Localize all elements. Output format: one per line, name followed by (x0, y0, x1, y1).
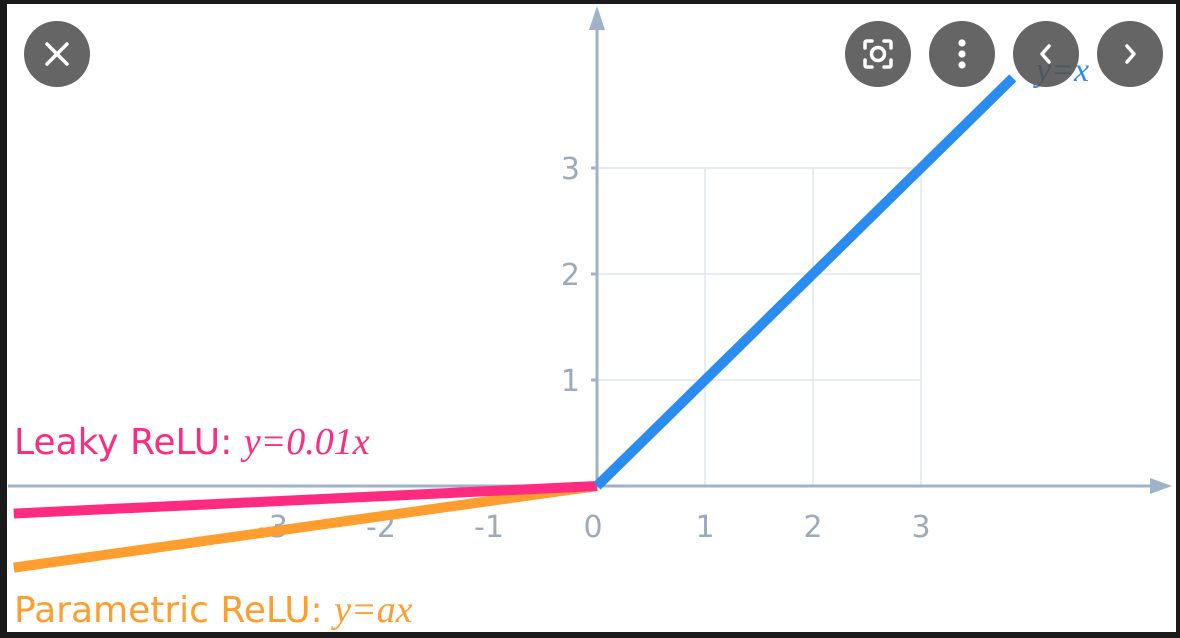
y-axis-arrow (589, 6, 605, 30)
chevron-left-icon (1040, 44, 1051, 64)
identity-line (593, 74, 1017, 490)
parametric-relu-line (13, 481, 598, 573)
x-tick-label: -1 (474, 510, 504, 545)
viewer-frame-right (1176, 0, 1180, 638)
parametric-relu-equation: y=ax (334, 589, 413, 631)
close-button[interactable] (24, 21, 90, 87)
x-tick-label: 2 (803, 510, 822, 545)
close-icon (45, 42, 69, 66)
parametric-relu-label: Parametric ReLU: y=ax (14, 588, 413, 632)
chevron-right-icon (1125, 44, 1136, 64)
y-tick-label: 3 (561, 152, 580, 187)
x-axis-arrow (1150, 478, 1172, 494)
next-button[interactable] (1097, 21, 1163, 87)
x-tick-label: 3 (911, 510, 930, 545)
y-tick-label: 2 (561, 258, 580, 293)
leaky-relu-line (13, 481, 598, 519)
leaky-relu-name: Leaky ReLU: (14, 422, 244, 463)
more-vert-icon (958, 39, 966, 69)
y-tick-label: 1 (561, 364, 580, 399)
parametric-relu-name: Parametric ReLU: (14, 590, 335, 631)
visual-search-button[interactable] (845, 21, 911, 87)
lens-icon (863, 39, 893, 69)
x-tick-label: 0 (583, 510, 602, 545)
leaky-relu-equation: y=0.01x (243, 421, 370, 463)
more-options-button[interactable] (929, 21, 995, 87)
previous-button[interactable] (1013, 21, 1079, 87)
leaky-relu-label: Leaky ReLU: y=0.01x (14, 420, 370, 464)
viewer-frame-top (0, 0, 1180, 4)
viewer-frame-left (0, 0, 7, 638)
viewer-frame-bottom (0, 632, 1180, 638)
x-tick-label: 1 (695, 510, 714, 545)
